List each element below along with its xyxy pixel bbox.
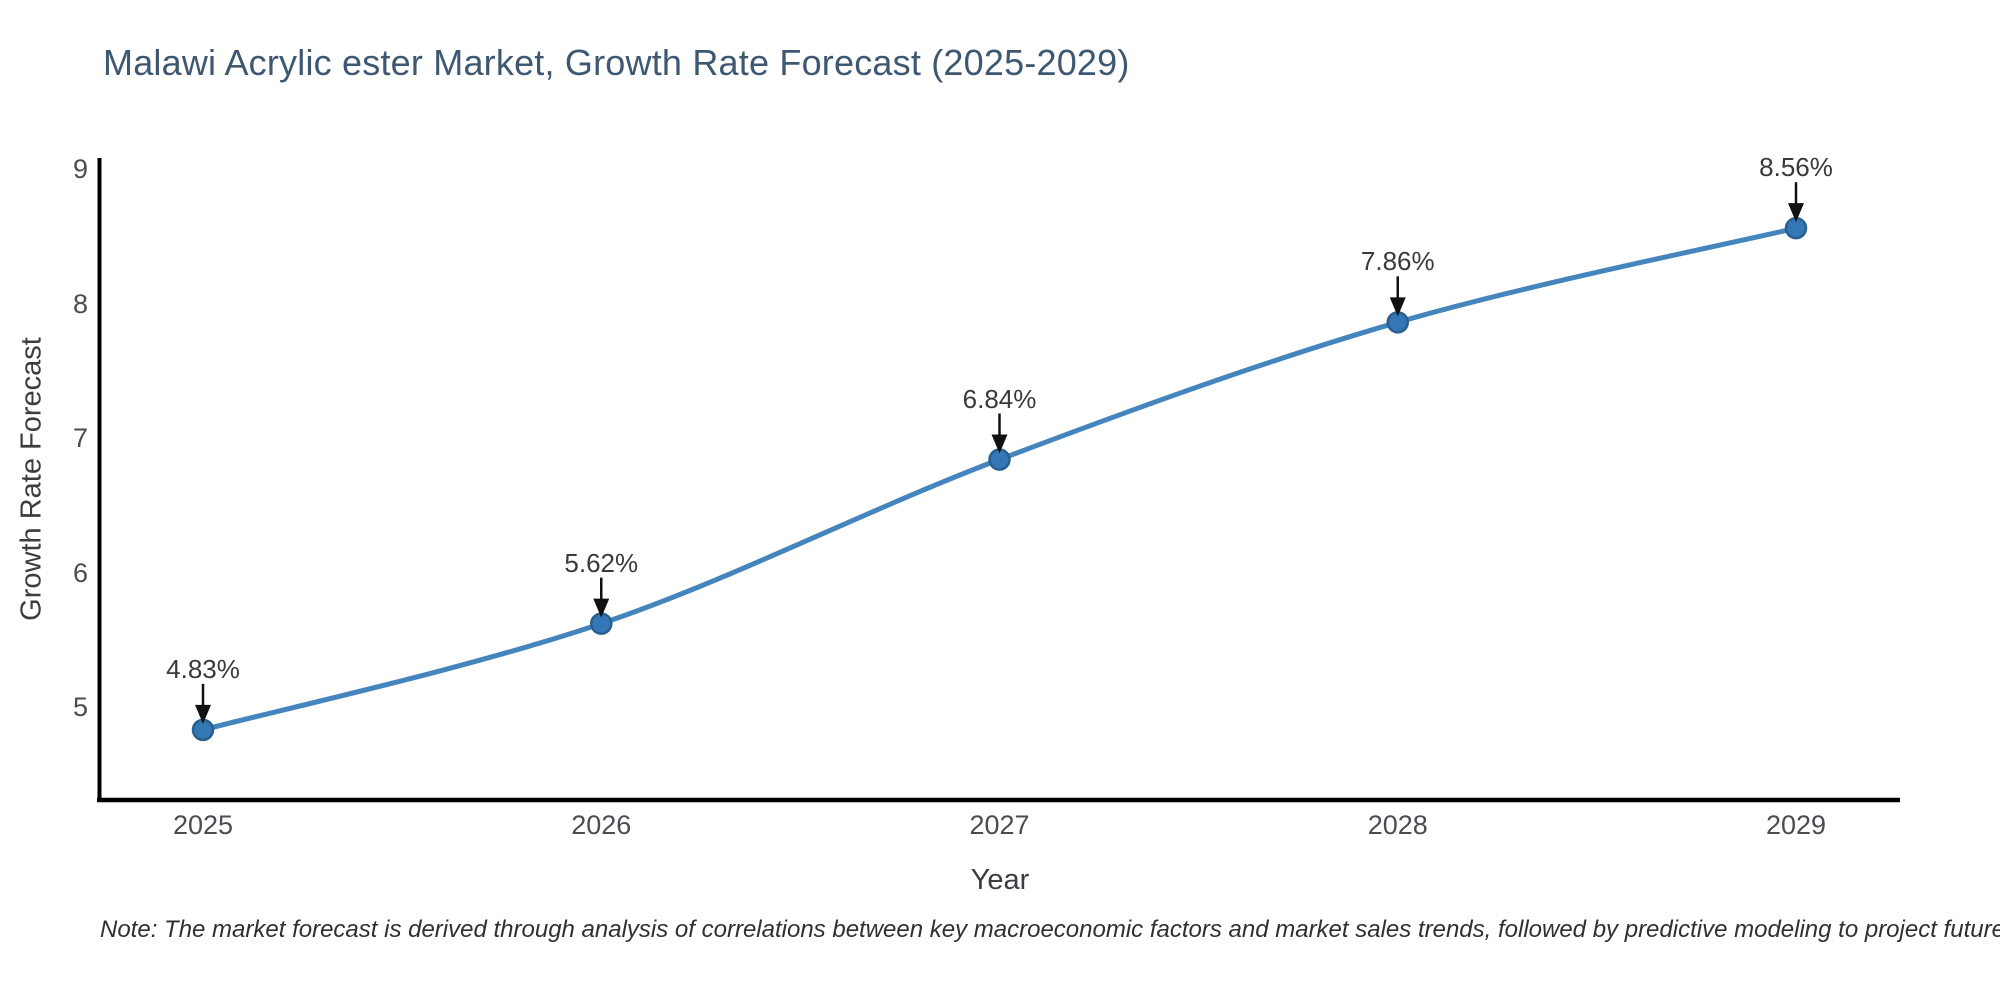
x-tick-label: 2028 — [1367, 810, 1428, 840]
data-point-label: 8.56% — [1759, 152, 1833, 183]
footnote: Note: The market forecast is derived thr… — [100, 916, 2000, 943]
x-tick-label: 2027 — [969, 810, 1030, 840]
x-tick-label: 2029 — [1765, 810, 1827, 840]
forecast-line — [200, 225, 1799, 733]
data-point-label: 7.86% — [1360, 246, 1435, 277]
annotation-arrow-head — [195, 704, 211, 724]
annotation-arrow-head — [991, 434, 1008, 454]
x-tick-label: 2026 — [571, 810, 632, 840]
y-tick-label: 9 — [72, 154, 88, 184]
chart-title: Malawi Acrylic ester Market, Growth Rate… — [103, 42, 1130, 83]
data-point-label: 4.83% — [166, 653, 240, 684]
annotation-arrow-head — [1788, 203, 1804, 223]
x-axis-title: Year — [970, 864, 1030, 896]
y-tick-label: 7 — [72, 423, 88, 453]
y-tick-label: 6 — [72, 557, 88, 588]
x-tick-label: 2025 — [172, 810, 234, 840]
data-point-label: 6.84% — [962, 383, 1037, 414]
y-tick-label: 5 — [72, 692, 88, 722]
data-point-label: 5.62% — [564, 547, 639, 578]
annotation-arrow-head — [1389, 297, 1406, 317]
y-tick-label: 8 — [72, 288, 88, 319]
annotation-arrow-head — [593, 598, 610, 618]
